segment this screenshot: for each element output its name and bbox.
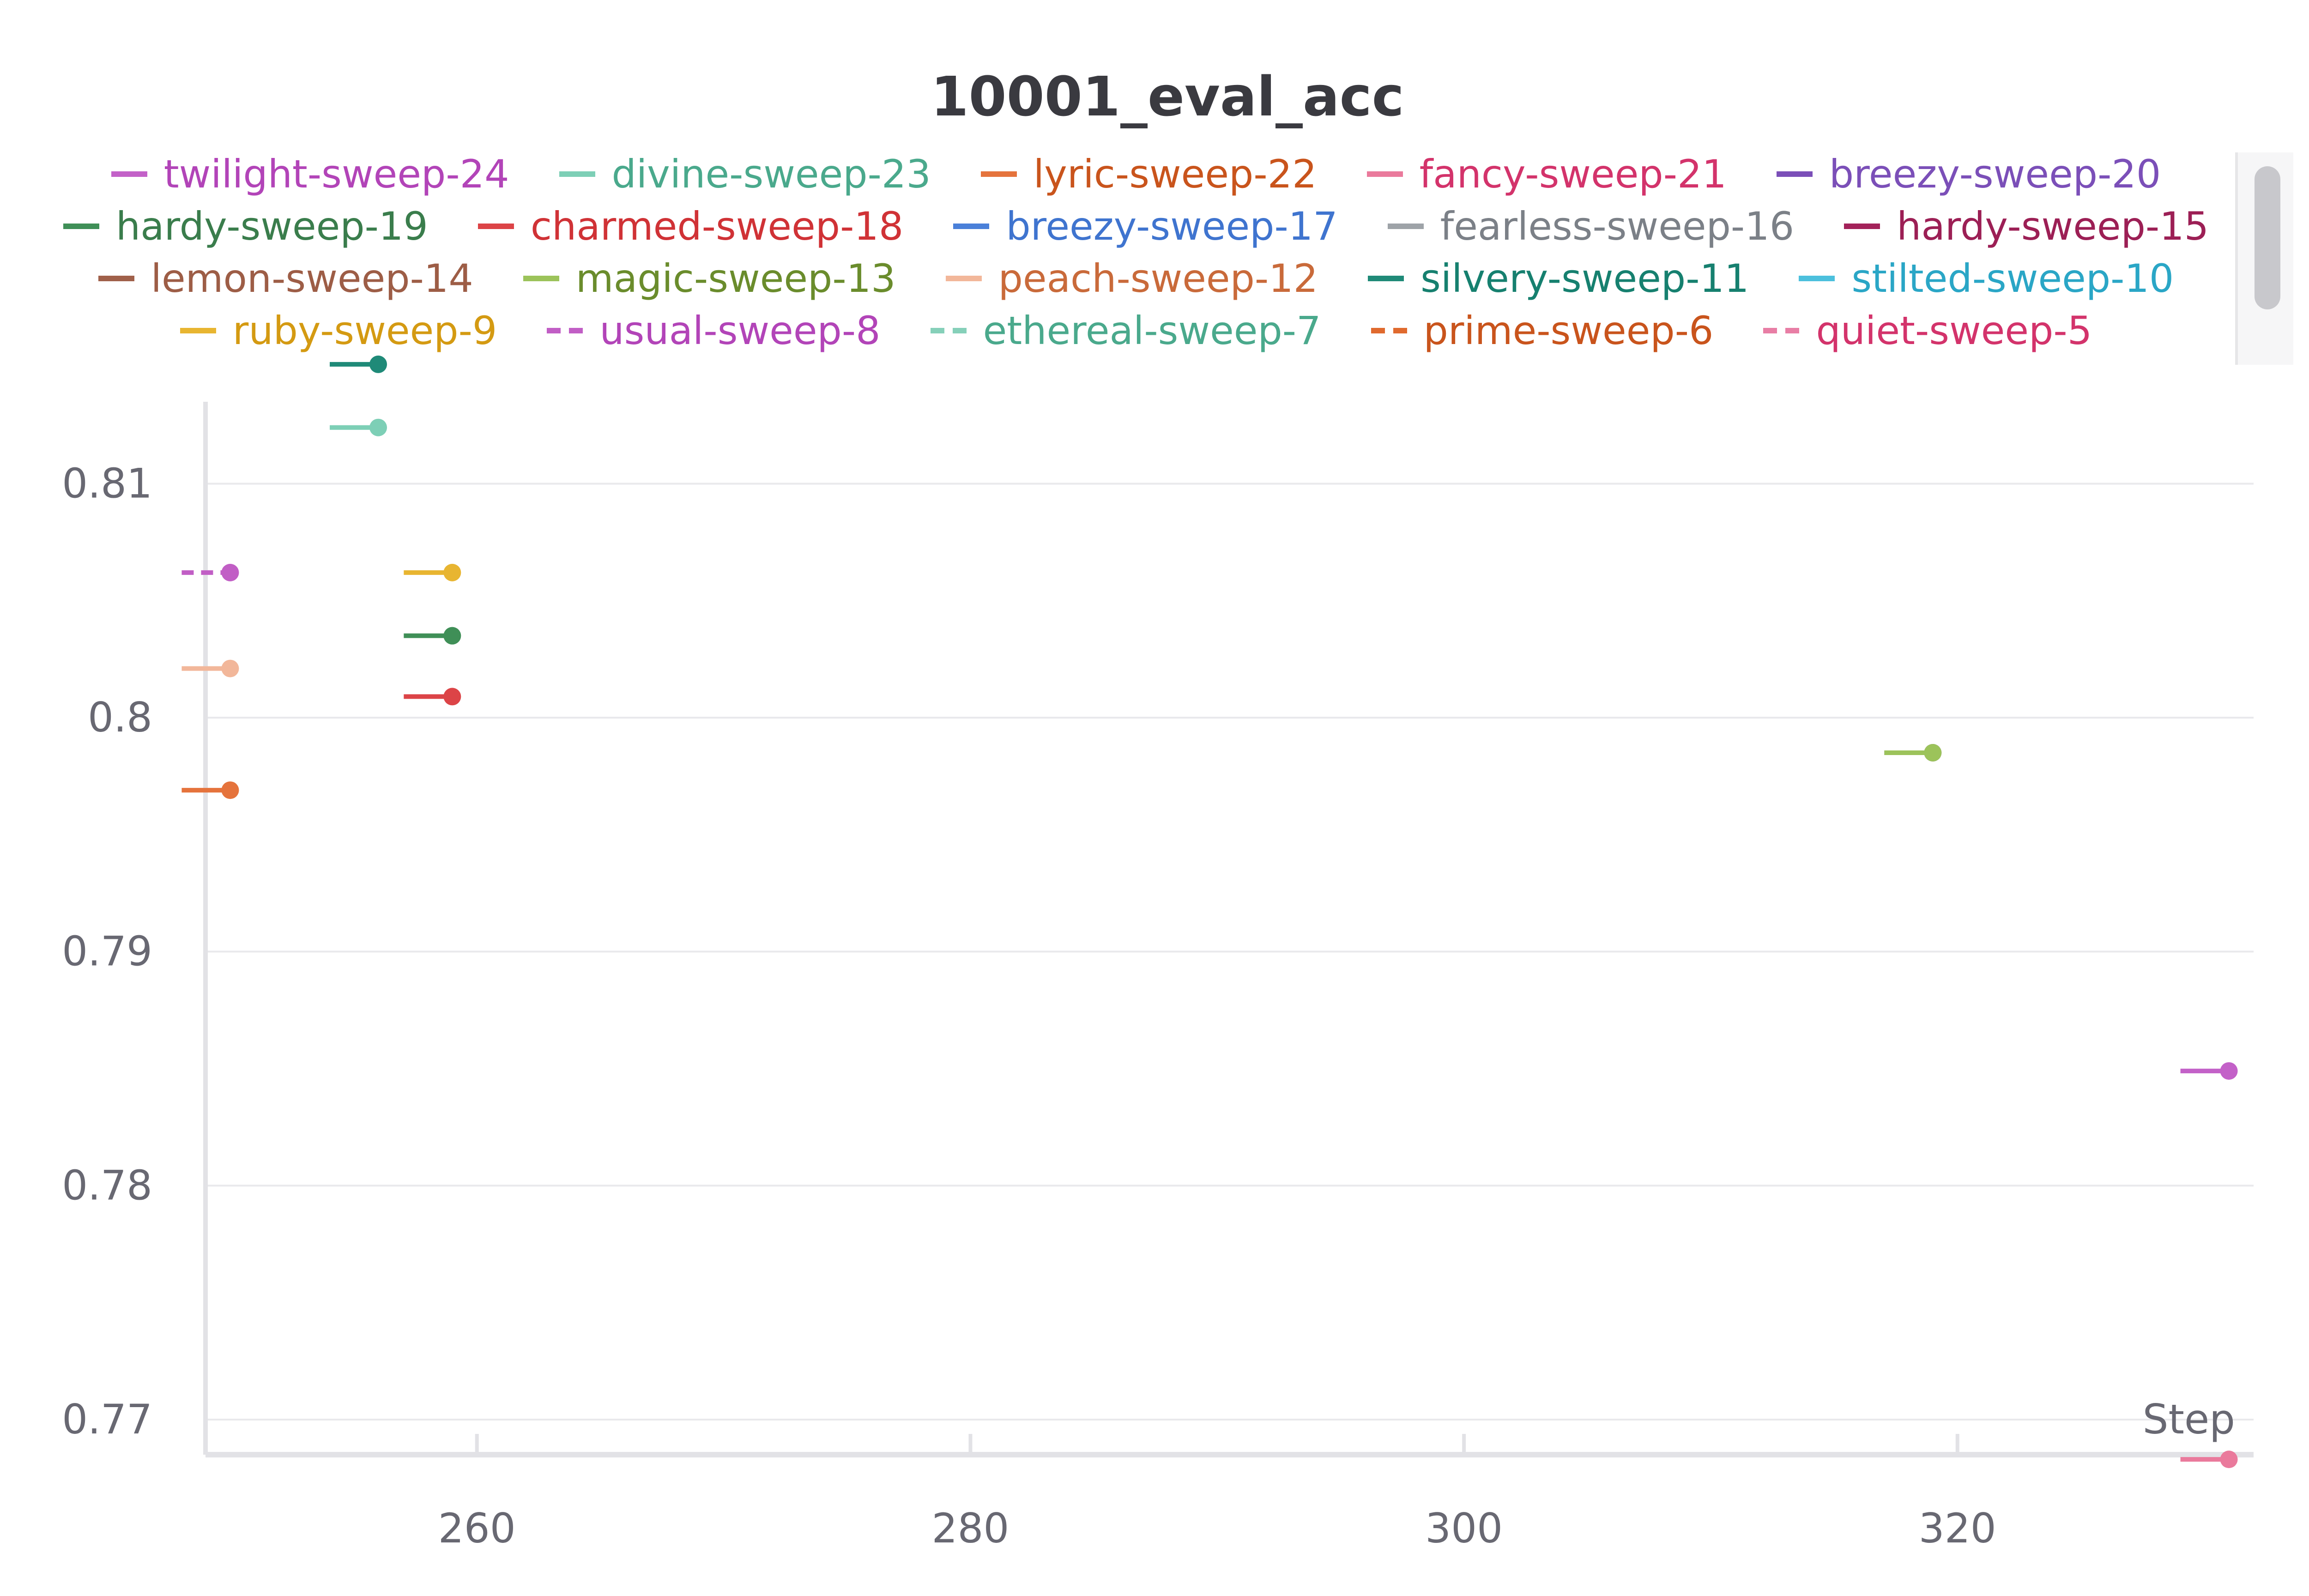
legend-label: charmed-sweep-18 bbox=[530, 203, 904, 249]
legend-item[interactable]: prime-sweep-6 bbox=[1371, 308, 1714, 353]
legend-swatch bbox=[945, 275, 982, 281]
legend-swatch bbox=[980, 171, 1017, 177]
data-point-twilight-sweep-24 bbox=[2220, 1062, 2238, 1080]
x-tick-label: 260 bbox=[438, 1505, 516, 1552]
legend-label: fearless-sweep-16 bbox=[1440, 203, 1795, 249]
legend-swatch bbox=[547, 327, 583, 333]
legend-label: prime-sweep-6 bbox=[1423, 308, 1714, 353]
legend: twilight-sweep-24 divine-sweep-23 lyric-sw… bbox=[63, 148, 2209, 360]
data-point-silvery-sweep-11 bbox=[369, 355, 387, 373]
legend-item[interactable]: breezy-sweep-17 bbox=[953, 203, 1338, 249]
legend-swatch bbox=[1763, 327, 1800, 333]
legend-item[interactable]: fancy-sweep-21 bbox=[1366, 151, 1727, 197]
legend-swatch bbox=[1366, 171, 1403, 177]
legend-label: magic-sweep-13 bbox=[575, 255, 896, 301]
legend-swatch bbox=[1371, 327, 1407, 333]
legend-label: ethereal-sweep-7 bbox=[983, 308, 1321, 353]
y-tick-label: 0.81 bbox=[62, 459, 152, 507]
y-tick-label: 0.79 bbox=[62, 928, 152, 975]
y-tick-labels: 0.77 0.78 0.79 0.8 0.81 bbox=[62, 459, 152, 1443]
legend-label: hardy-sweep-19 bbox=[115, 203, 428, 249]
legend-swatch bbox=[523, 275, 559, 281]
data-point-ruby-sweep-9 bbox=[443, 563, 461, 581]
legend-swatch bbox=[1844, 223, 1880, 229]
x-tick-label: 320 bbox=[1919, 1505, 1996, 1552]
legend-item[interactable]: breezy-sweep-20 bbox=[1776, 151, 2161, 197]
legend-item[interactable]: hardy-sweep-15 bbox=[1844, 204, 2209, 249]
gridlines bbox=[206, 483, 2254, 1421]
legend-item[interactable]: hardy-sweep-19 bbox=[63, 204, 428, 249]
legend-swatch bbox=[1368, 275, 1404, 281]
legend-label: fancy-sweep-21 bbox=[1419, 151, 1727, 197]
data-point-divine-sweep-23 bbox=[369, 418, 387, 436]
x-tick-label: 280 bbox=[931, 1505, 1009, 1552]
legend-swatch bbox=[1799, 275, 1835, 281]
legend-item[interactable]: silvery-sweep-11 bbox=[1368, 256, 1749, 301]
legend-swatch bbox=[478, 223, 514, 229]
legend-row: twilight-sweep-24 divine-sweep-23 lyric-sw… bbox=[74, 148, 2198, 200]
legend-row: lemon-sweep-14 magic-sweep-13 peach-sweep-… bbox=[74, 252, 2198, 304]
legend-label: peach-sweep-12 bbox=[998, 255, 1318, 301]
legend-item[interactable]: lemon-sweep-14 bbox=[98, 256, 473, 301]
x-tick-label: 300 bbox=[1425, 1505, 1503, 1552]
x-axis-label: Step bbox=[2143, 1396, 2235, 1443]
data-point-hardy-sweep-19 bbox=[443, 627, 461, 645]
legend-label: breezy-sweep-17 bbox=[1006, 203, 1338, 249]
legend-item[interactable]: magic-sweep-13 bbox=[523, 256, 896, 301]
legend-swatch bbox=[1387, 223, 1424, 229]
legend-swatch bbox=[98, 275, 134, 281]
data-point-fancy-sweep-21 bbox=[2220, 1451, 2238, 1469]
data-point-lyric-sweep-22 bbox=[221, 781, 239, 799]
legend-label: usual-sweep-8 bbox=[599, 308, 881, 353]
legend-swatch bbox=[930, 327, 967, 333]
legend-item[interactable]: usual-sweep-8 bbox=[547, 308, 881, 353]
axes bbox=[203, 402, 2254, 1457]
legend-label: hardy-sweep-15 bbox=[1897, 203, 2209, 249]
x-tick-labels: 260 280 300 320 bbox=[438, 1505, 1996, 1552]
legend-label: stilted-sweep-10 bbox=[1851, 255, 2174, 301]
legend-label: divine-sweep-23 bbox=[611, 151, 931, 197]
y-tick-label: 0.77 bbox=[62, 1396, 152, 1443]
legend-item[interactable]: divine-sweep-23 bbox=[559, 151, 931, 197]
legend-label: quiet-sweep-5 bbox=[1816, 308, 2092, 353]
legend-item[interactable]: fearless-sweep-16 bbox=[1387, 203, 1795, 249]
legend-item[interactable]: ethereal-sweep-7 bbox=[930, 308, 1321, 353]
legend-label: silvery-sweep-11 bbox=[1420, 255, 1749, 301]
legend-swatch bbox=[111, 171, 147, 177]
legend-swatch bbox=[559, 171, 595, 177]
legend-item[interactable]: charmed-sweep-18 bbox=[478, 204, 903, 249]
legend-item[interactable]: stilted-sweep-10 bbox=[1799, 256, 2174, 301]
legend-row: ruby-sweep-9 usual-sweep-8 ethereal-sweep-… bbox=[74, 304, 2198, 357]
legend-row: hardy-sweep-19 charmed-sweep-18 breezy-swe… bbox=[63, 200, 2209, 252]
legend-item[interactable]: peach-sweep-12 bbox=[945, 255, 1318, 301]
legend-scrollbar-thumb[interactable] bbox=[2255, 166, 2280, 309]
series-layer bbox=[181, 355, 2238, 1469]
legend-item[interactable]: lyric-sweep-22 bbox=[980, 151, 1317, 197]
y-tick-label: 0.8 bbox=[88, 694, 152, 741]
legend-label: lemon-sweep-14 bbox=[151, 255, 473, 301]
legend-item[interactable]: twilight-sweep-24 bbox=[111, 151, 509, 197]
legend-label: twilight-sweep-24 bbox=[163, 151, 509, 197]
legend-swatch bbox=[953, 223, 990, 229]
legend-item[interactable]: ruby-sweep-9 bbox=[180, 308, 497, 353]
legend-scrollbar[interactable] bbox=[2235, 152, 2293, 365]
data-point-charmed-sweep-18 bbox=[443, 688, 461, 706]
legend-swatch bbox=[180, 327, 216, 333]
legend-item[interactable]: quiet-sweep-5 bbox=[1763, 308, 2092, 353]
chart-title: 10001_eval_acc bbox=[931, 65, 1404, 128]
data-point-magic-sweep-13 bbox=[1924, 744, 1942, 762]
data-point-usual-sweep-8 bbox=[221, 563, 239, 581]
data-point-peach-sweep-12 bbox=[221, 659, 239, 677]
legend-label: lyric-sweep-22 bbox=[1033, 151, 1317, 197]
legend-swatch bbox=[1776, 171, 1813, 177]
legend-swatch bbox=[63, 223, 99, 229]
y-tick-label: 0.78 bbox=[62, 1161, 152, 1209]
legend-label: ruby-sweep-9 bbox=[232, 308, 497, 353]
legend-label: breezy-sweep-20 bbox=[1829, 151, 2161, 197]
